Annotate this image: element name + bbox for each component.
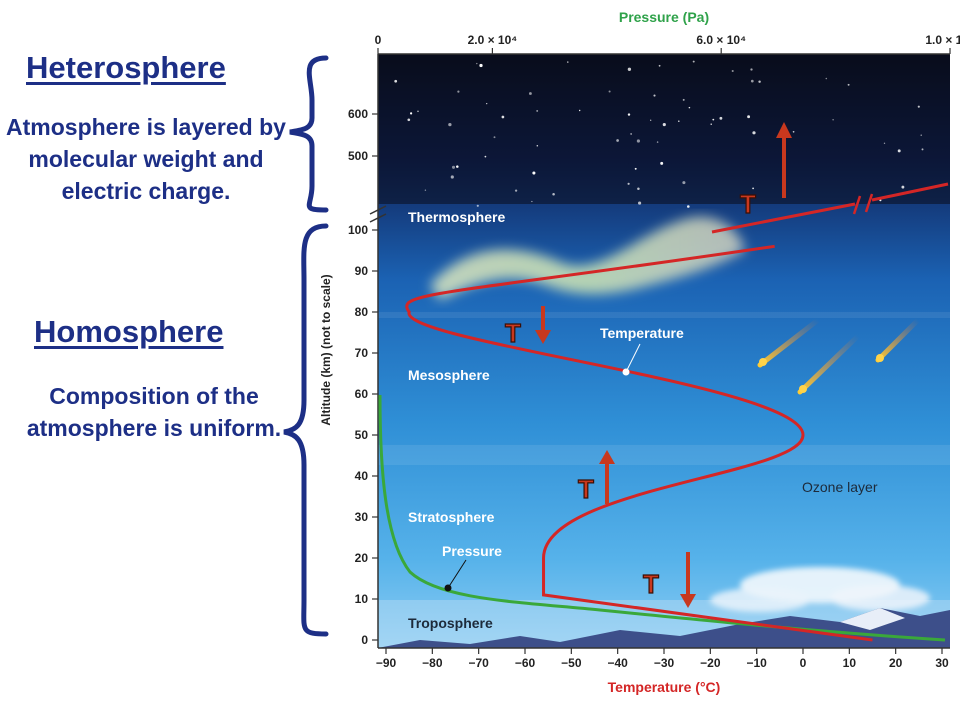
svg-text:T: T xyxy=(505,318,521,348)
temperature-tick-label: 20 xyxy=(889,656,903,670)
altitude-tick-label: 10 xyxy=(355,592,369,606)
layer-stratosphere: Stratosphere xyxy=(408,509,495,525)
altitude-tick-label: 600 xyxy=(348,107,368,121)
ozone-layer-label: Ozone layer xyxy=(802,479,878,495)
altitude-tick-label: 50 xyxy=(355,428,369,442)
temperature-tick-label: −30 xyxy=(654,656,675,670)
temperature-tick-label: 30 xyxy=(935,656,949,670)
pressure-ticks: 0 2.0 × 10⁴ 6.0 × 10⁴ 1.0 × 10⁵ xyxy=(375,33,960,54)
temperature-curve-upper xyxy=(711,202,856,234)
altitude-tick-label: 90 xyxy=(355,264,369,278)
homosphere-title: Homosphere xyxy=(34,314,224,349)
meteors xyxy=(757,317,921,395)
mountains xyxy=(378,608,950,648)
pressure-label: Pressure xyxy=(442,543,502,559)
clouds xyxy=(710,567,930,612)
altitude-ticks: 0 10 20 30 40 50 60 70 80 90 100 500 600 xyxy=(348,107,378,647)
altitude-tick-label: 100 xyxy=(348,223,368,237)
temperature-label: Temperature xyxy=(600,325,684,341)
t-arrow-stratosphere: T xyxy=(577,450,615,505)
altitude-tick-label: 30 xyxy=(355,510,369,524)
altitude-axis-label: Altitude (km) (not to scale) xyxy=(319,274,333,425)
pressure-tick-label: 2.0 × 10⁴ xyxy=(468,33,518,47)
temperature-axis-label: Temperature (°C) xyxy=(608,679,721,695)
temperature-tick-label: −70 xyxy=(468,656,489,670)
temperature-ticks: −90 −80 −70 −60 −50 −40 −30 −20 −10 0 10 20 30 xyxy=(376,648,949,670)
pressure-tick-label: 6.0 × 10⁴ xyxy=(696,33,746,47)
heterosphere-title: Heterosphere xyxy=(26,50,226,85)
aurora xyxy=(430,216,745,300)
stars xyxy=(394,60,924,208)
temperature-tick-label: 0 xyxy=(800,656,807,670)
pressure-tick-label: 1.0 × 10⁵ xyxy=(925,33,960,47)
heterosphere-brace xyxy=(289,55,329,213)
temperature-tick-label: −50 xyxy=(561,656,582,670)
temperature-curve xyxy=(405,244,873,642)
altitude-tick-label: 60 xyxy=(355,387,369,401)
altitude-tick-label: 500 xyxy=(348,149,368,163)
svg-text:T: T xyxy=(643,569,659,599)
pressure-tick-label: 0 xyxy=(375,33,382,47)
temperature-tick-label: −80 xyxy=(422,656,443,670)
homosphere-brace xyxy=(283,223,329,637)
heterosphere-description: Atmosphere is layered by molecular weigh… xyxy=(6,114,286,204)
layer-troposphere: Troposphere xyxy=(408,615,493,631)
altitude-tick-label: 20 xyxy=(355,551,369,565)
altitude-tick-label: 80 xyxy=(355,305,369,319)
svg-text:T: T xyxy=(578,474,594,504)
layer-mesosphere: Mesosphere xyxy=(408,367,490,383)
t-arrow-troposphere: T xyxy=(642,552,696,608)
t-arrow-thermosphere: T xyxy=(739,122,792,220)
temperature-break xyxy=(852,193,874,215)
pressure-axis-label: Pressure (Pa) xyxy=(619,9,709,25)
t-arrow-mesosphere: T xyxy=(504,306,551,349)
svg-text:T: T xyxy=(740,189,756,219)
layer-thermosphere: Thermosphere xyxy=(408,209,505,225)
temperature-tick-label: −20 xyxy=(700,656,721,670)
axis-break xyxy=(369,205,387,223)
temperature-tick-label: 10 xyxy=(843,656,857,670)
temperature-tick-label: −10 xyxy=(746,656,767,670)
temperature-tick-label: −40 xyxy=(607,656,628,670)
temperature-tick-label: −90 xyxy=(376,656,397,670)
altitude-tick-label: 70 xyxy=(355,346,369,360)
homosphere-description: Composition of the atmosphere is uniform… xyxy=(26,383,282,441)
altitude-tick-label: 0 xyxy=(361,633,368,647)
altitude-tick-label: 40 xyxy=(355,469,369,483)
temperature-tick-label: −60 xyxy=(515,656,536,670)
